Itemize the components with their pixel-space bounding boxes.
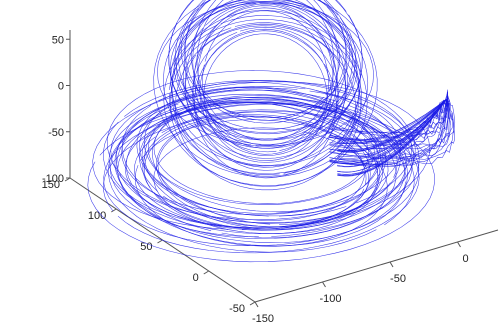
attractor-lower-loop bbox=[156, 115, 367, 227]
y-tick-label: 100 bbox=[88, 210, 106, 222]
attractor-lower-loop bbox=[139, 89, 384, 217]
z-tick-label: -100 bbox=[42, 173, 64, 185]
attractor-lower-loop bbox=[142, 111, 381, 230]
attractor-upper-loop bbox=[184, 2, 347, 168]
attractor-upper-loop bbox=[163, 0, 369, 167]
x-tick-label-mark bbox=[457, 241, 461, 248]
attractor-curve-group bbox=[87, 0, 456, 263]
x-tick-label: -50 bbox=[390, 273, 406, 285]
y-tick-label-mark bbox=[249, 301, 256, 306]
z-tick-label: -50 bbox=[48, 127, 64, 139]
y-tick-label-mark bbox=[110, 208, 117, 213]
y-tick-label-mark bbox=[203, 270, 210, 275]
attractor-lower-loop bbox=[157, 116, 365, 221]
z-tick-label: 50 bbox=[52, 34, 64, 46]
x-tick-label: -150 bbox=[252, 313, 274, 325]
attractor-lower-loop bbox=[148, 95, 375, 205]
attractor-lower-loop bbox=[134, 119, 388, 247]
attractor-upper-loop bbox=[178, 0, 353, 141]
y-tick-label-mark bbox=[64, 177, 71, 182]
attractor-upper-loop bbox=[170, 0, 361, 166]
attractor-upper-loop bbox=[202, 10, 329, 155]
attractor-lower-loop bbox=[110, 96, 413, 238]
z-tick-label: 0 bbox=[58, 81, 64, 93]
attractor-upper-loop bbox=[192, 7, 339, 171]
attractor-upper-loop bbox=[168, 0, 363, 147]
attractor-upper-loop bbox=[203, 33, 328, 161]
x-axis-line bbox=[254, 229, 499, 303]
attractor-lower-loop bbox=[153, 97, 369, 204]
tick-group: -100 -50 0 50 -50 0 50 100 150 -150 -100 -50 0 bbox=[42, 34, 469, 325]
x-tick-label: -100 bbox=[319, 293, 341, 305]
x-tick-label: 0 bbox=[462, 253, 468, 265]
attractor-upper-loop bbox=[168, 19, 363, 174]
attractor-upper-loop bbox=[169, 22, 362, 187]
attractor-upper-loop bbox=[194, 5, 337, 153]
attractor-upper-loop bbox=[176, 2, 355, 135]
attractor-upper-loop bbox=[153, 0, 378, 178]
attractor-upper-loop bbox=[183, 0, 348, 140]
attractor-spike-loop bbox=[329, 97, 454, 167]
attractor-spike-loop bbox=[329, 97, 448, 173]
attractor-upper-loop bbox=[194, 30, 337, 179]
attractor-upper-loop bbox=[184, 0, 347, 124]
attractor-lower-loop bbox=[141, 98, 381, 214]
y-tick-label: 150 bbox=[42, 179, 60, 191]
axes bbox=[69, 30, 499, 303]
attractor-spike-loop bbox=[329, 89, 448, 161]
attractor-lower-loop bbox=[143, 87, 379, 213]
y-tick-label: 50 bbox=[140, 241, 152, 253]
attractor-lower-loop bbox=[103, 111, 420, 254]
attractor-lower-loop bbox=[126, 101, 397, 238]
x-tick-label-mark bbox=[254, 301, 259, 308]
attractor-upper-loop bbox=[192, 0, 339, 146]
attractor-upper-loop bbox=[175, 0, 356, 130]
y-tick-label-mark bbox=[157, 239, 163, 244]
y-tick-label: -50 bbox=[229, 303, 245, 315]
x-tick-label-mark bbox=[322, 281, 326, 288]
attractor-lower-loop bbox=[103, 103, 420, 246]
attractor-lower-loop bbox=[108, 99, 415, 253]
attractor-spike-loop bbox=[329, 95, 448, 144]
attractor-upper-loop bbox=[197, 3, 334, 149]
attractor-lower-loop bbox=[136, 86, 386, 217]
y-tick-label: 0 bbox=[193, 272, 199, 284]
attractor-upper-loop bbox=[185, 25, 346, 145]
attractor-lower-loop bbox=[87, 102, 435, 263]
attractor-upper-loop bbox=[183, 1, 348, 159]
x-tick-label-mark bbox=[389, 261, 394, 268]
attractor-lower-loop bbox=[92, 81, 431, 230]
